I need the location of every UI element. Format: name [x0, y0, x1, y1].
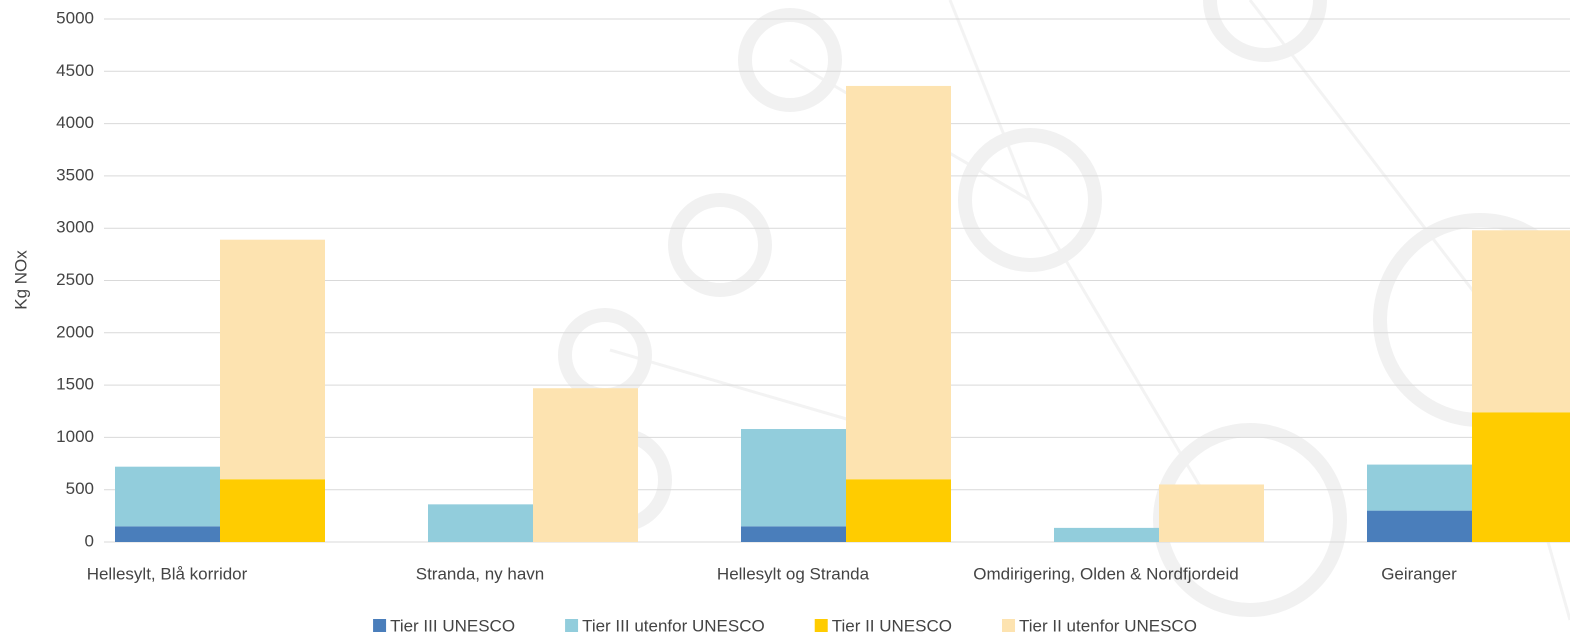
- bar-segment: [115, 466, 220, 527]
- bar-segment: [741, 526, 846, 542]
- bar-segment: [1367, 510, 1472, 542]
- x-tick-label: Geiranger: [1381, 564, 1457, 583]
- y-tick-label: 2000: [56, 322, 94, 341]
- bar-segment: [741, 429, 846, 527]
- y-tick-label: 1000: [56, 427, 94, 446]
- bar-segment: [220, 239, 325, 480]
- bar-segment: [115, 526, 220, 542]
- legend-label: Tier II utenfor UNESCO: [1019, 616, 1197, 635]
- y-tick-label: 3000: [56, 218, 94, 237]
- y-tick-label: 2500: [56, 270, 94, 289]
- legend-swatch: [565, 619, 579, 632]
- legend-swatch: [814, 619, 828, 632]
- y-tick-label: 4000: [56, 113, 94, 132]
- legend-swatch: [373, 619, 387, 632]
- legend-label: Tier III UNESCO: [390, 616, 515, 635]
- bar-segment: [220, 479, 325, 542]
- y-tick-label: 4500: [56, 61, 94, 80]
- bar-segment: [1472, 230, 1570, 413]
- bar-segment: [533, 388, 638, 542]
- x-tick-label: Stranda, ny havn: [416, 564, 545, 583]
- legend-swatch: [1002, 619, 1016, 632]
- y-tick-label: 5000: [56, 8, 94, 27]
- legend-label: Tier III utenfor UNESCO: [582, 616, 765, 635]
- legend-label: Tier II UNESCO: [832, 616, 952, 635]
- bar-segment: [846, 85, 951, 480]
- y-tick-label: 1500: [56, 375, 94, 394]
- bar-segment: [1054, 527, 1159, 542]
- y-tick-label: 3500: [56, 165, 94, 184]
- y-axis-label: Kg NOx: [11, 250, 30, 310]
- y-tick-label: 0: [85, 531, 94, 550]
- bar-segment: [1472, 412, 1570, 542]
- x-tick-label: Omdirigering, Olden & Nordfjordeid: [973, 564, 1239, 583]
- x-tick-label: Hellesylt, Blå korridor: [87, 564, 248, 583]
- bar-segment: [1367, 464, 1472, 511]
- x-tick-label: Hellesylt og Stranda: [717, 564, 870, 583]
- bar-segment: [846, 479, 951, 542]
- bar-segment: [1159, 484, 1264, 542]
- y-tick-label: 500: [66, 479, 94, 498]
- bar-segment: [428, 504, 533, 542]
